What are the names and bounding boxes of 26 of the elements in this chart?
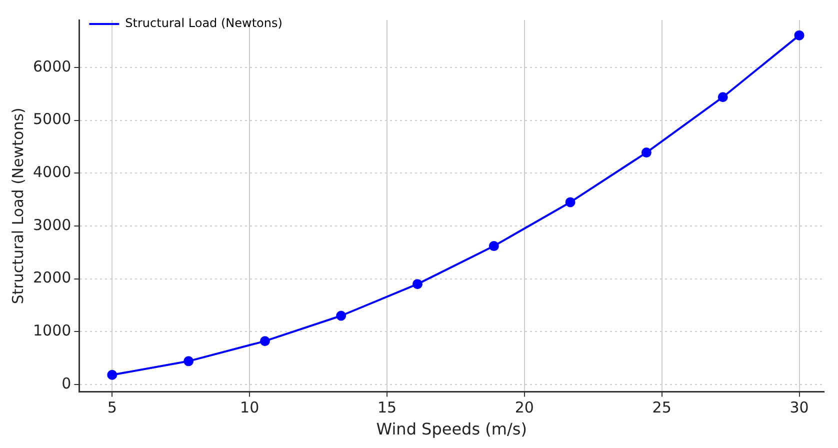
y-tick-label: 0 <box>62 374 72 392</box>
y-tick-label: 3000 <box>32 216 72 234</box>
y-axis-title: Structural Load (Newtons) <box>8 108 27 304</box>
y-tick-label: 6000 <box>32 57 72 76</box>
legend-label: Structural Load (Newtons) <box>125 16 282 30</box>
point <box>488 241 499 252</box>
point <box>107 370 118 380</box>
x-tick-label: 30 <box>790 398 809 417</box>
x-tick-label: 10 <box>240 398 260 417</box>
point <box>412 279 423 290</box>
point <box>184 356 194 366</box>
x-tick-label: 5 <box>107 398 117 417</box>
x-tick-label: 25 <box>652 398 672 417</box>
y-tick-label: 1000 <box>32 321 72 340</box>
point <box>260 336 270 346</box>
x-tick-label: 15 <box>377 398 397 417</box>
point <box>794 30 804 40</box>
point <box>641 148 652 158</box>
point <box>336 310 346 321</box>
y-tick-label: 2000 <box>32 268 72 287</box>
point <box>565 197 576 208</box>
x-tick-label: 20 <box>514 398 534 417</box>
point <box>718 92 728 102</box>
y-tick-label: 4000 <box>32 163 72 182</box>
y-tick-label: 5000 <box>32 110 72 128</box>
x-axis-title: Wind Speeds (m/s) <box>376 420 527 439</box>
